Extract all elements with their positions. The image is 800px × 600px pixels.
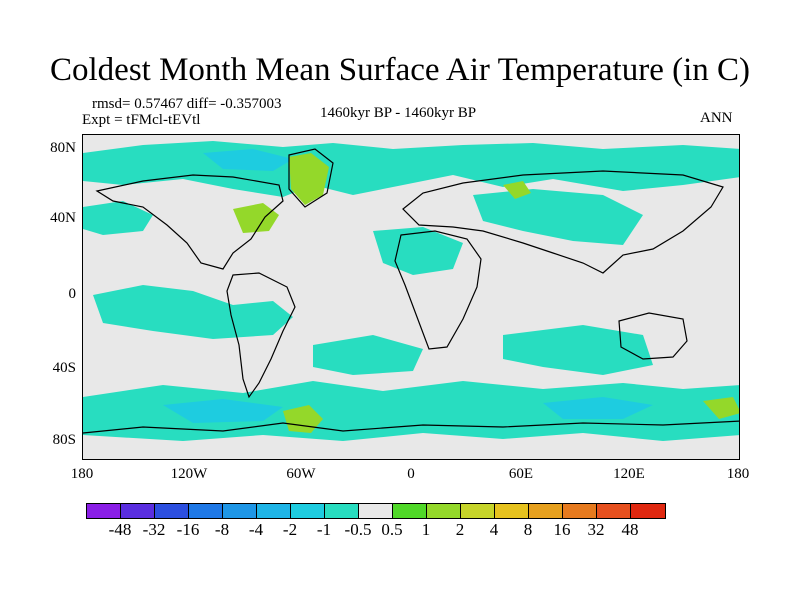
south-atlantic-cool (313, 335, 423, 375)
x-tick: 120E (613, 466, 645, 482)
indian-ocean-cool (503, 325, 653, 375)
colorbar-box (393, 504, 427, 518)
coastlines (83, 148, 739, 434)
colorbar-label: -8 (214, 520, 230, 539)
colorbar-label: -32 (142, 520, 166, 539)
colorbar-label: -1 (316, 520, 332, 539)
colorbar-box (563, 504, 597, 518)
eurasia-coast (402, 170, 724, 274)
colorbar-label: 1 (421, 520, 431, 539)
north-america-warm (233, 203, 279, 233)
temperature-difference-map (83, 135, 739, 459)
colorbar-box (121, 504, 155, 518)
greenland-coast (288, 148, 334, 208)
x-tick: 180 (70, 466, 94, 482)
y-tick: 40S (52, 360, 76, 376)
stats-label: rmsd= 0.57467 diff= -0.357003 (92, 96, 282, 112)
colorbar-box (257, 504, 291, 518)
y-tick: 0 (68, 286, 77, 302)
y-tick: 80N (50, 140, 76, 156)
colorbar-label: 16 (553, 520, 571, 539)
south-america-coast (226, 272, 296, 399)
colorbar-box (461, 504, 495, 518)
warming-areas (233, 153, 739, 433)
moderate-cooling-areas (163, 149, 653, 423)
colorbar-box (495, 504, 529, 518)
colorbar-box (631, 504, 665, 518)
colorbar (86, 503, 666, 519)
south-indian-mid-cool (543, 397, 653, 419)
colorbar-label: 2 (455, 520, 465, 539)
eurasia-cool (473, 189, 643, 245)
y-tick: 40N (50, 210, 76, 226)
colorbar-label: 32 (587, 520, 605, 539)
experiment-label: Expt = tFMcl-tEVtl (82, 112, 201, 128)
africa-coast (394, 230, 482, 350)
southern-ocean-cool (83, 381, 739, 441)
x-tick: 60E (508, 466, 534, 482)
colorbar-label: -16 (176, 520, 200, 539)
cooling-areas (83, 141, 739, 441)
colorbar-label: 0.5 (381, 520, 403, 539)
colorbar-box (597, 504, 631, 518)
antarctic-peninsula-warm (283, 405, 323, 433)
colorbar-box (325, 504, 359, 518)
arctic-mid-cool (203, 149, 293, 171)
colorbar-label: -4 (248, 520, 264, 539)
colorbar-label: -2 (282, 520, 298, 539)
colorbar-label: 48 (621, 520, 639, 539)
colorbar-box (189, 504, 223, 518)
south-pacific-warm (703, 397, 739, 419)
central-pacific-cool (93, 285, 293, 339)
north-america-coast (95, 174, 284, 270)
x-tick: 120W (170, 466, 208, 482)
x-tick: 180 (726, 466, 750, 482)
colorbar-box (291, 504, 325, 518)
map-panel (82, 134, 740, 460)
colorbar-label: 4 (489, 520, 499, 539)
colorbar-box (87, 504, 121, 518)
x-tick: 0 (407, 466, 415, 482)
x-tick: 60W (286, 466, 316, 482)
colorbar-box (359, 504, 393, 518)
australia-coast (618, 312, 688, 360)
colorbar-box (155, 504, 189, 518)
greenland-warm (289, 153, 329, 205)
page-title: Coldest Month Mean Surface Air Temperatu… (50, 52, 750, 88)
season-label: ANN (700, 110, 733, 126)
colorbar-label: -0.5 (344, 520, 372, 539)
colorbar-label: 8 (523, 520, 533, 539)
southern-ocean-mid-cool (163, 399, 283, 423)
colorbar-box (427, 504, 461, 518)
north-pacific-cool (83, 201, 153, 235)
colorbar-box (223, 504, 257, 518)
colorbar-box (529, 504, 563, 518)
colorbar-label: -48 (108, 520, 132, 539)
antarctica-coast (83, 420, 739, 434)
period-label: 1460kyr BP - 1460kyr BP (320, 105, 477, 121)
y-tick: 80S (52, 432, 76, 448)
siberia-warm (503, 181, 531, 199)
